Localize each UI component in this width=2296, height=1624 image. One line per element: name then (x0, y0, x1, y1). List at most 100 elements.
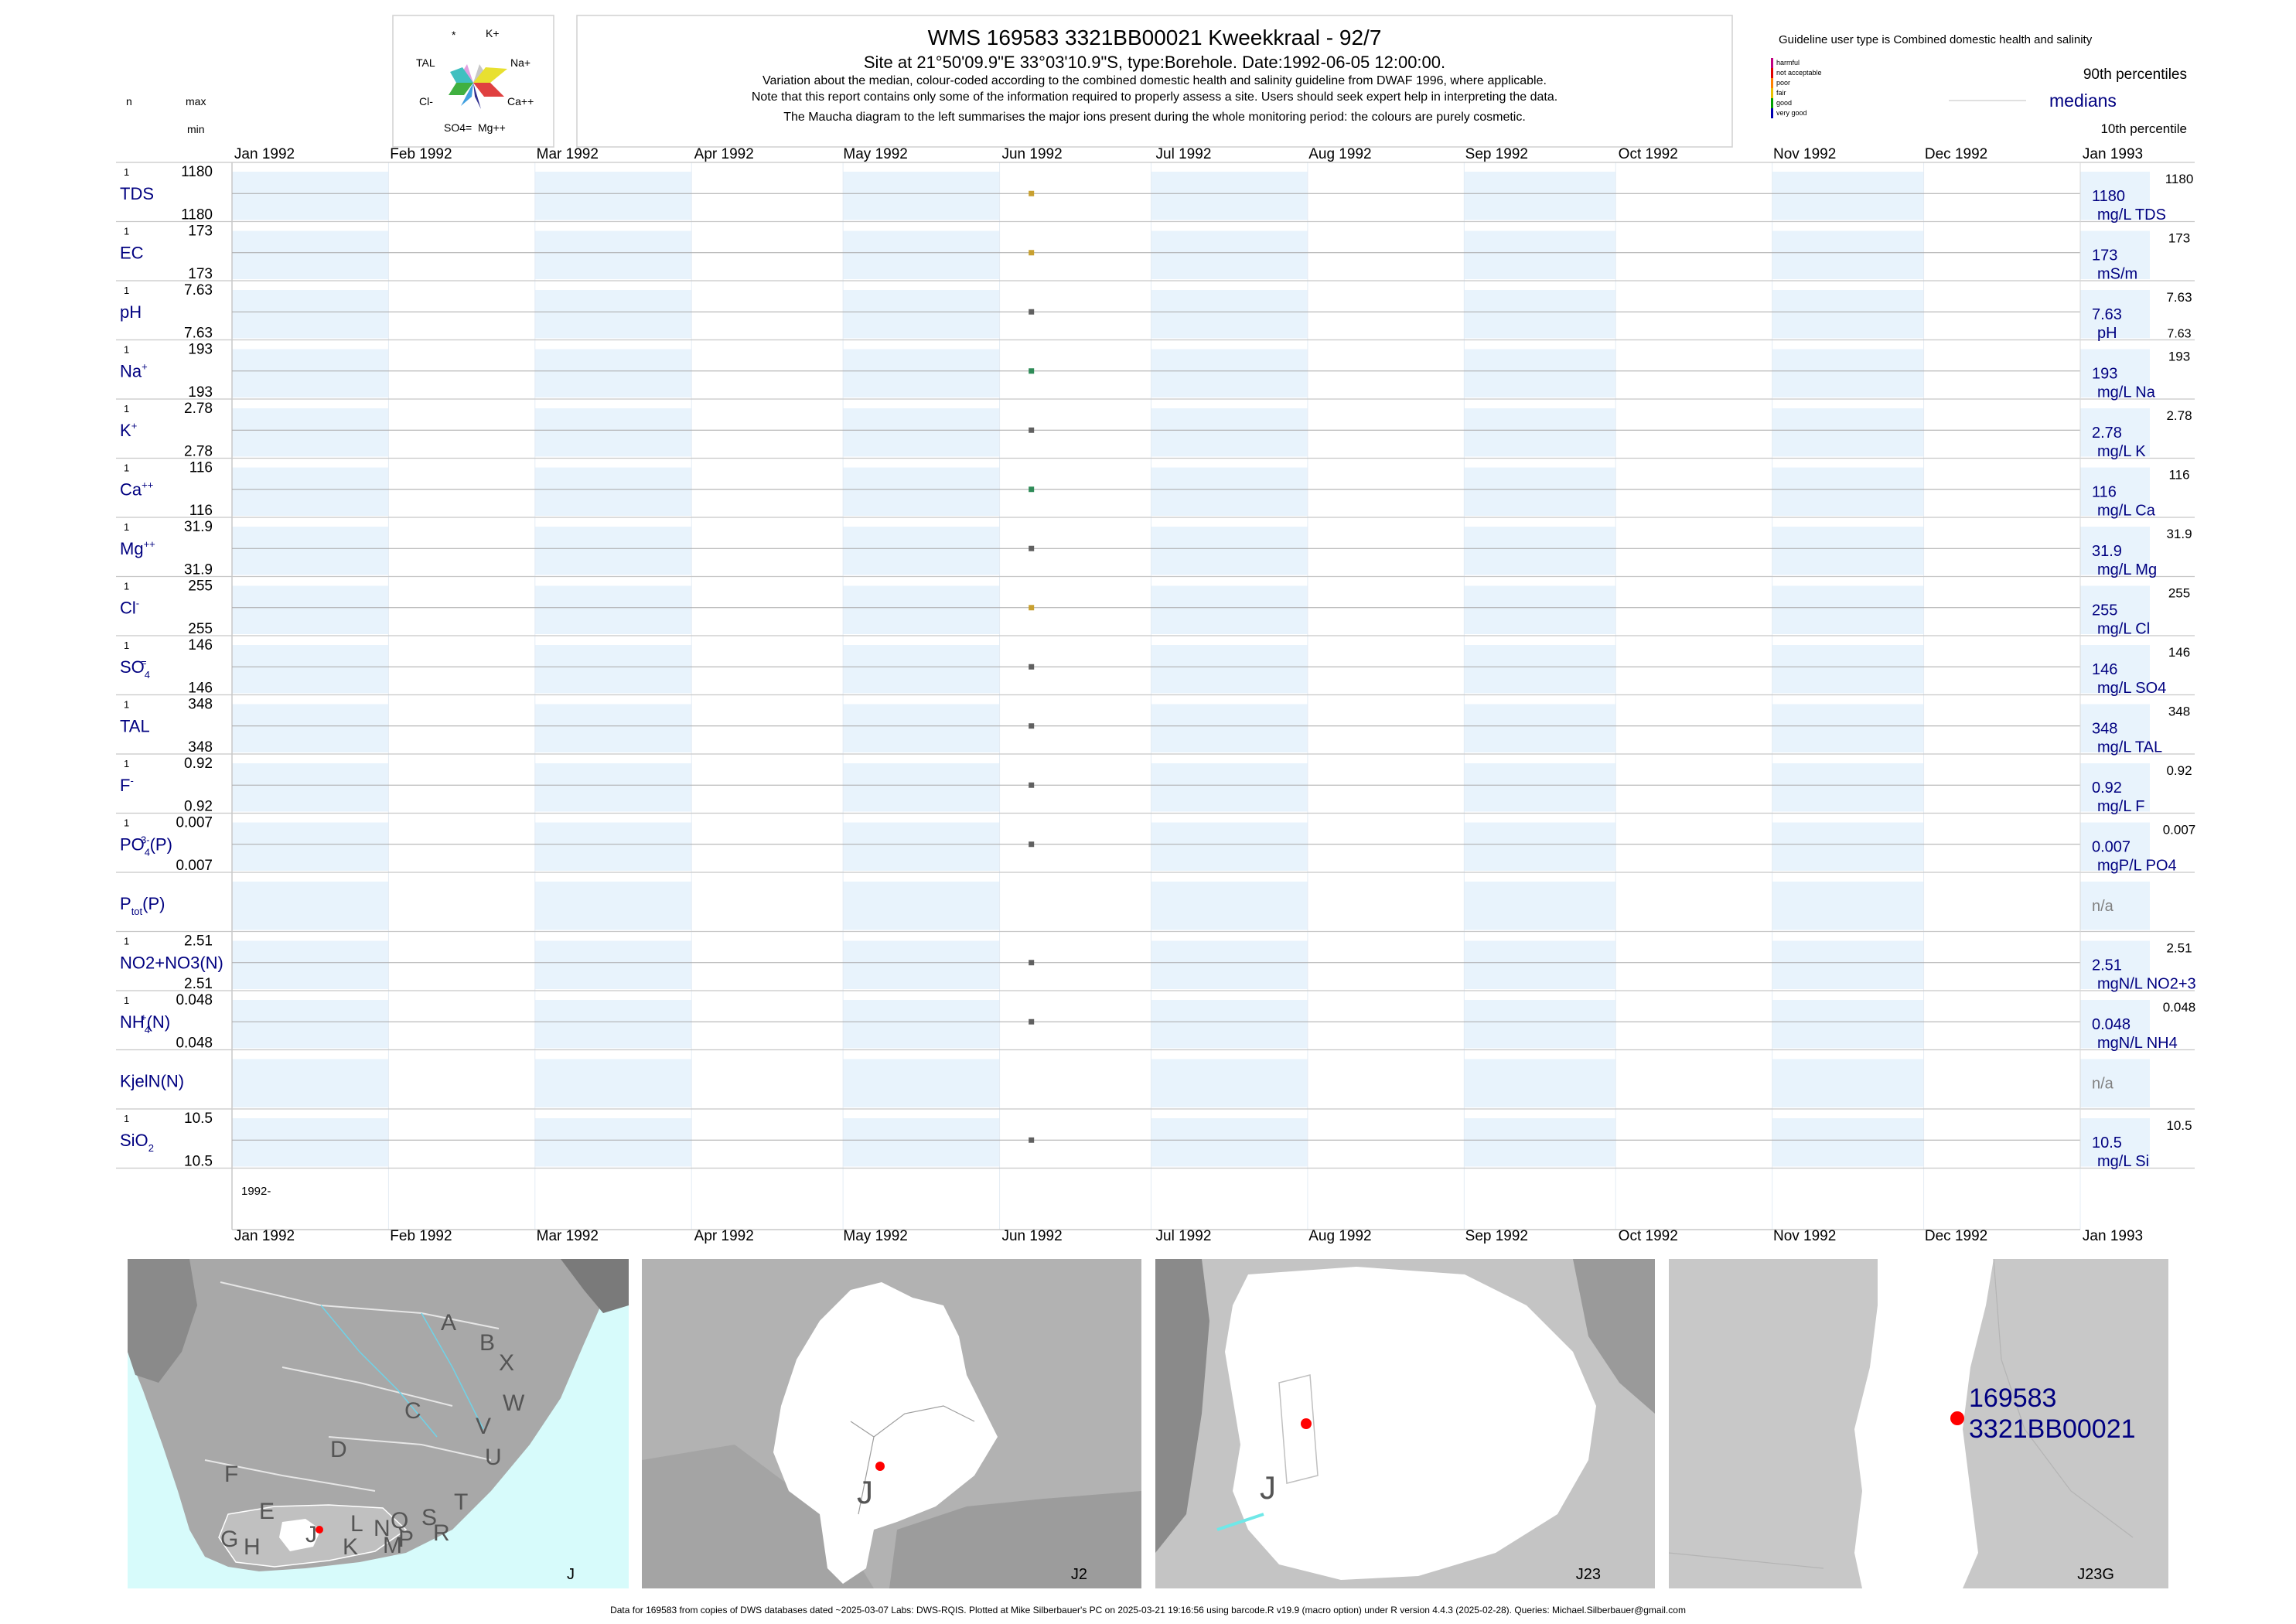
legend-class-label: very good (1776, 109, 1807, 117)
legend-swatch (1771, 68, 1773, 78)
x-tick-label-bottom: Sep 1992 (1465, 1228, 1528, 1244)
p90-value: 146 (2168, 645, 2190, 660)
month-band (232, 408, 389, 457)
unit-label: mg/L TDS (2097, 206, 2166, 223)
map-region-label: H (244, 1534, 261, 1560)
month-band (534, 585, 692, 634)
legend-swatch (1771, 58, 1773, 68)
data-point (1029, 545, 1035, 551)
site-marker-j23 (1301, 1418, 1312, 1429)
month-band (232, 763, 389, 812)
median-value: 348 (2092, 721, 2117, 738)
month-band (534, 1059, 692, 1107)
map-region-label: V (476, 1414, 492, 1439)
month-band (534, 645, 692, 694)
row-min: 2.51 (184, 976, 213, 992)
row-max: 1180 (181, 164, 213, 180)
month-band (1772, 1118, 1924, 1167)
map-region-label: P (398, 1527, 415, 1552)
month-band (534, 763, 692, 812)
unit-label: mgN/L NH4 (2097, 1035, 2178, 1052)
map-j2: J J2 (642, 1259, 1141, 1588)
maucha-petal-ca (473, 83, 504, 97)
row-min: 0.007 (176, 858, 213, 874)
title-block: WMS 169583 3321BB00021 Kweekkraal - 92/7… (576, 15, 1733, 148)
map-region-label: Q (391, 1508, 409, 1534)
maucha-label-so4: SO4= (444, 121, 472, 134)
row-max: 146 (188, 637, 213, 653)
month-band (232, 527, 389, 575)
row-n: 1 (124, 758, 129, 769)
month-band (1151, 230, 1308, 279)
row-max: 193 (188, 342, 213, 358)
month-band (534, 527, 692, 575)
legend-class-label: good (1776, 99, 1792, 107)
x-tick-label-top: Dec 1992 (1925, 146, 1987, 162)
row-n: 1 (124, 817, 129, 829)
month-band (2080, 645, 2150, 694)
legend-swatch (1771, 78, 1773, 88)
row-n: 1 (124, 699, 129, 711)
x-tick-label-bottom: Dec 1992 (1925, 1228, 1987, 1244)
month-band (843, 527, 1000, 575)
map-j2-region-label: J (857, 1474, 873, 1510)
map-region-label: X (499, 1350, 515, 1376)
month-band (534, 822, 692, 871)
legend-swatch (1771, 88, 1773, 98)
x-tick-label-bottom: Nov 1992 (1773, 1228, 1836, 1244)
month-band (232, 1118, 389, 1167)
header-max: max (186, 95, 206, 107)
median-value: 255 (2092, 602, 2117, 619)
maucha-petal-cl (449, 83, 473, 95)
row-n: 1 (124, 344, 129, 356)
maucha-label-mg: Mg++ (478, 121, 506, 134)
median-na: n/a (2092, 1076, 2114, 1093)
month-band (232, 230, 389, 279)
x-tick-label-top: Feb 1992 (390, 146, 452, 162)
row-min: 193 (188, 384, 213, 401)
month-band (1772, 822, 1924, 871)
unit-label: mg/L F (2097, 798, 2145, 815)
row-n: 1 (124, 462, 129, 474)
month-band (843, 940, 1000, 989)
legend-class-label: poor (1776, 79, 1790, 87)
row-min: 116 (189, 503, 213, 519)
month-band (1464, 467, 1616, 516)
map-region-label: J (305, 1522, 317, 1547)
month-band (1464, 1059, 1616, 1107)
x-tick-label-bottom: Jan 1992 (234, 1228, 295, 1244)
x-tick-label-top: Jan 1993 (2083, 146, 2143, 162)
month-band (534, 940, 692, 989)
map-j2-id: J2 (1070, 1566, 1087, 1583)
month-band (1151, 882, 1308, 930)
month-band (232, 645, 389, 694)
row-min: 0.92 (184, 799, 213, 815)
legend-p90: 90th percentiles (2083, 67, 2187, 83)
site-subtitle: Site at 21°50'09.9"E 33°03'10.9"S, type:… (864, 53, 1445, 72)
x-tick-label-bottom: May 1992 (843, 1228, 907, 1244)
variable-name: F- (120, 775, 134, 795)
map-j23-drawing (1155, 1259, 1655, 1580)
row-min: 348 (188, 739, 213, 756)
variable-name: SO4= (120, 657, 150, 681)
month-band (1464, 408, 1616, 457)
row-n: 1 (124, 285, 129, 296)
median-value: 193 (2092, 366, 2117, 383)
median-value: 7.63 (2092, 306, 2122, 323)
p90-value: 31.9 (2166, 527, 2192, 541)
map-j23g-id: J23G (2077, 1566, 2114, 1583)
maucha-label-na: Na+ (510, 56, 531, 69)
x-tick-label-bottom: Jan 1993 (2083, 1228, 2143, 1244)
site-label: 169583 3321BB00021 (1969, 1383, 2136, 1445)
map-j23-id: J23 (1575, 1566, 1601, 1583)
month-band (232, 1059, 389, 1107)
map-region-label: R (433, 1520, 450, 1546)
variable-name: KjelN(N) (120, 1072, 184, 1091)
month-band (2080, 1059, 2150, 1107)
site-marker-j2 (875, 1462, 885, 1471)
month-band (1772, 704, 1924, 752)
x-tick-label-top: Sep 1992 (1465, 146, 1528, 162)
map-region-label: U (485, 1445, 502, 1470)
month-band (1772, 467, 1924, 516)
row-max: 2.78 (184, 401, 213, 417)
